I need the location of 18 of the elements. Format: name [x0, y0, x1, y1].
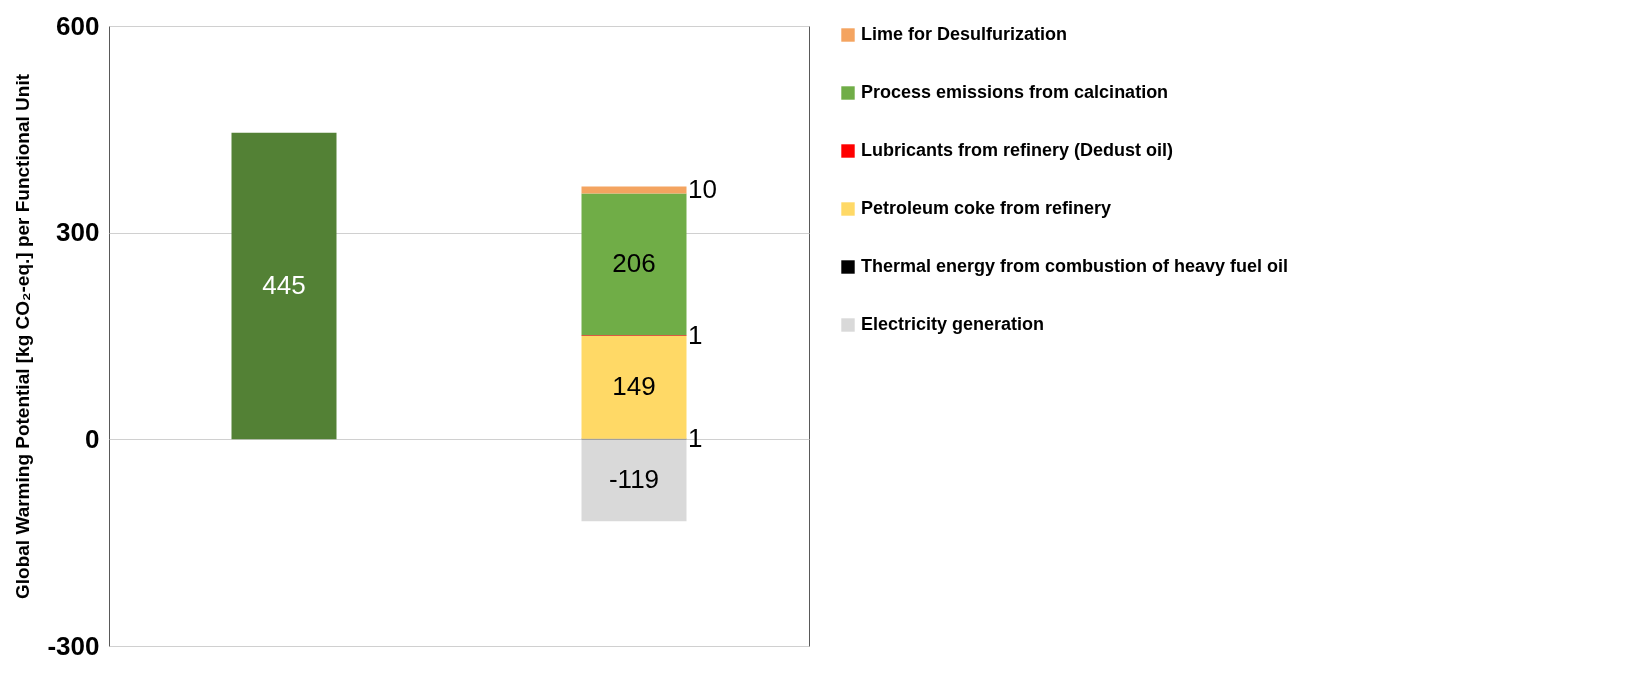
data-label: 149: [612, 371, 656, 402]
legend-label: Lubricants from refinery (Dedust oil): [861, 140, 1174, 160]
legend-label: Thermal energy from combustion of heavy fuel oil: [861, 256, 1289, 276]
data-label: 1: [688, 422, 703, 453]
y-tick-label: 0: [85, 423, 100, 454]
legend-label: Electricity generation: [861, 314, 1045, 334]
y-axis-title: Global Warming Potential [kg CO₂-eq.] per Functional Unit: [12, 73, 34, 599]
y-tick-label: -300: [47, 630, 100, 661]
legend-label: Lime for Desulfurization: [861, 24, 1068, 44]
data-label: -119: [608, 464, 660, 495]
data-label: 10: [688, 173, 717, 204]
data-label: 206: [612, 248, 656, 279]
y-tick-label: 300: [56, 217, 100, 248]
data-label: 1: [688, 319, 703, 350]
legend-label: Petroleum coke from refinery: [861, 198, 1112, 218]
legend-label: Process emissions from calcination: [861, 82, 1169, 102]
data-label: 445: [262, 270, 306, 301]
y-tick-label: 600: [56, 10, 100, 41]
